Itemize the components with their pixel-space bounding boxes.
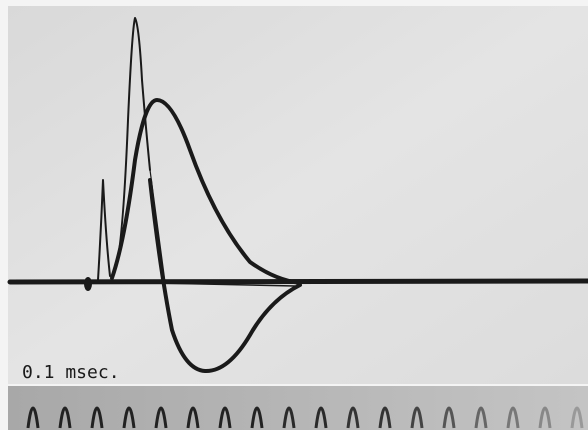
time-marker-strip <box>8 386 588 430</box>
sharp-spike <box>111 17 151 277</box>
early-spike <box>97 179 111 281</box>
negative-wave <box>148 178 302 374</box>
faint-trace <box>109 281 296 287</box>
scale-label: 0.1 msec. <box>22 362 120 383</box>
positive-wave <box>110 98 302 285</box>
time-marks <box>26 406 584 429</box>
screen <box>8 6 588 384</box>
stimulus-artifact <box>84 277 92 291</box>
